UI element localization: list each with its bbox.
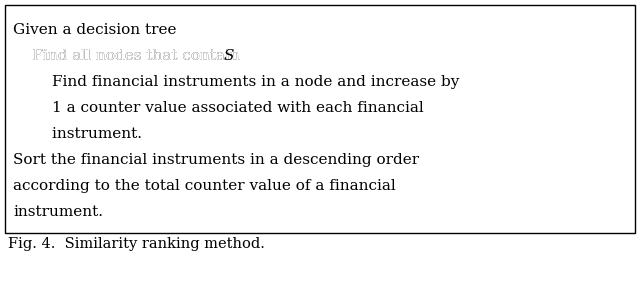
Text: Fig. 4.  Similarity ranking method.: Fig. 4. Similarity ranking method. [8, 237, 265, 251]
Text: Find financial instruments in a node and increase by: Find financial instruments in a node and… [13, 75, 460, 89]
Text: Given a decision tree: Given a decision tree [13, 23, 177, 37]
Text: instrument.: instrument. [13, 127, 142, 141]
Text: according to the total counter value of a financial: according to the total counter value of … [13, 179, 396, 193]
Text: S: S [224, 49, 234, 63]
FancyBboxPatch shape [5, 5, 635, 233]
Text: Find all nodes that contain   S: Find all nodes that contain S [13, 49, 265, 63]
Text: Find all nodes that contain: Find all nodes that contain [13, 49, 254, 63]
Text: 1 a counter value associated with each financial: 1 a counter value associated with each f… [13, 101, 424, 115]
Text: Sort the financial instruments in a descending order: Sort the financial instruments in a desc… [13, 153, 419, 167]
Text: instrument.: instrument. [13, 205, 103, 219]
